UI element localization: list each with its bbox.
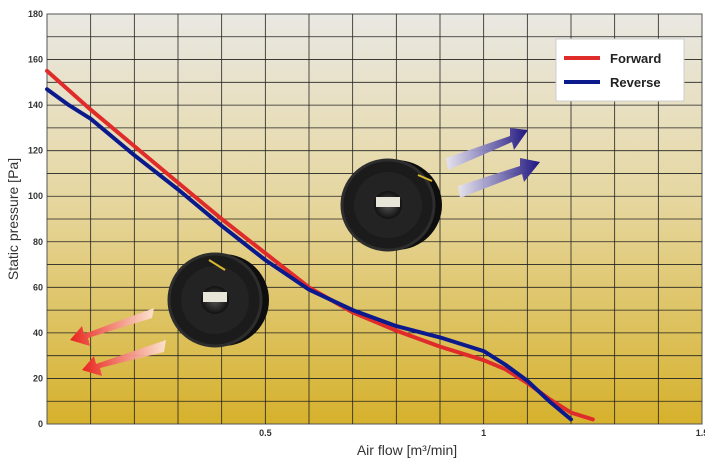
x-axis-ticks: 0.5 1 1.5 xyxy=(259,428,705,438)
series-layer xyxy=(45,68,595,422)
legend-label-reverse: Reverse xyxy=(610,75,661,90)
y-axis-ticks: 0 20 40 60 80 100 120 140 160 180 xyxy=(28,9,43,429)
fan-illustration-forward xyxy=(167,252,269,348)
x-tick-label: 0.5 xyxy=(259,428,272,438)
y-tick-label: 160 xyxy=(28,55,43,65)
y-tick-label: 40 xyxy=(33,328,43,338)
legend-box xyxy=(555,38,685,102)
flow-arrow-red-1 xyxy=(70,308,154,346)
legend: Forward Reverse xyxy=(555,38,685,102)
y-tick-label: 20 xyxy=(33,373,43,383)
y-tick-label: 120 xyxy=(28,146,43,156)
y-axis-label: Static pressure [Pa] xyxy=(5,158,21,280)
flow-arrow-red-2 xyxy=(82,340,166,376)
series-line-reverse xyxy=(45,87,573,422)
y-tick-label: 140 xyxy=(28,100,43,110)
flow-arrow-blue-1 xyxy=(446,128,528,170)
x-tick-label: 1 xyxy=(481,428,486,438)
x-tick-label: 1.5 xyxy=(696,428,705,438)
legend-label-forward: Forward xyxy=(610,51,661,66)
flow-arrow-blue-2 xyxy=(458,158,540,198)
y-tick-label: 80 xyxy=(33,237,43,247)
y-tick-label: 100 xyxy=(28,191,43,201)
fan-illustration-reverse xyxy=(340,158,442,252)
y-tick-label: 0 xyxy=(38,419,43,429)
y-tick-label: 60 xyxy=(33,282,43,292)
x-axis-label: Air flow [m³/min] xyxy=(357,442,457,458)
y-tick-label: 180 xyxy=(28,9,43,19)
